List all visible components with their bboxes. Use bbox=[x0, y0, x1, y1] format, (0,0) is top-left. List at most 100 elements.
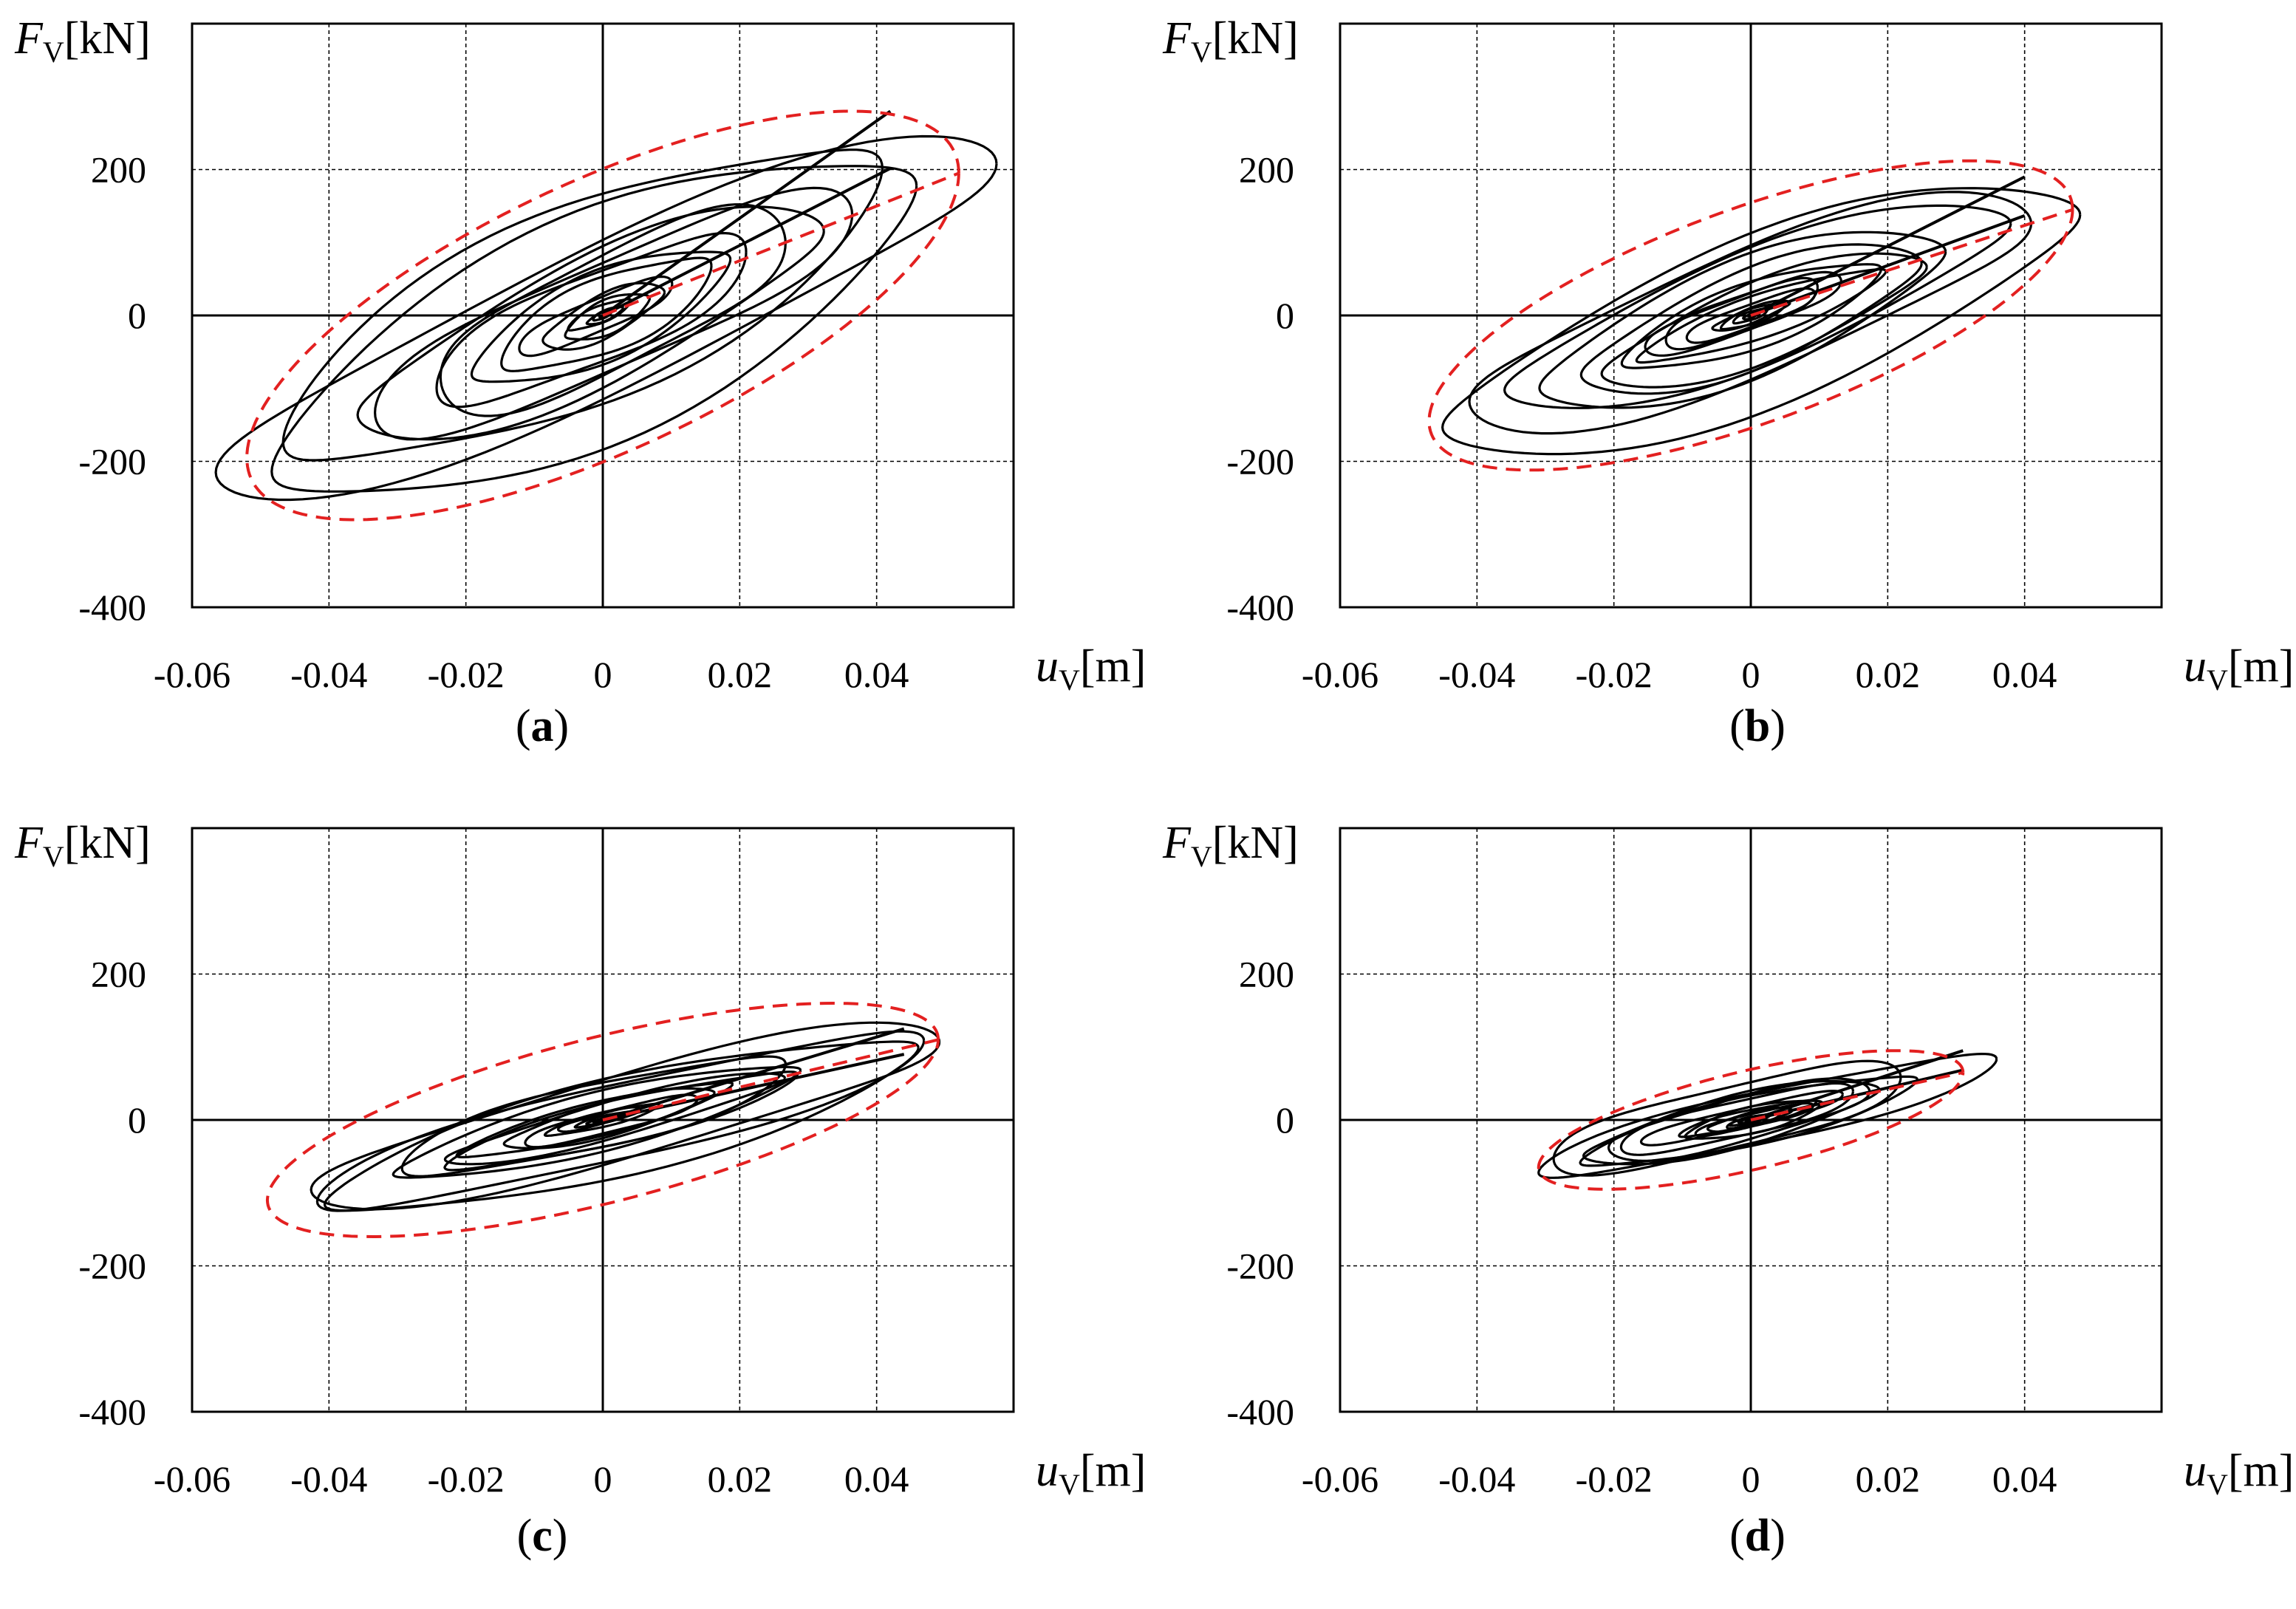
backbone-line-upper bbox=[602, 1027, 905, 1121]
hysteresis-loop bbox=[1579, 243, 1923, 395]
x-axis-var: u bbox=[1036, 1446, 1059, 1496]
caption-a-letter: a bbox=[530, 701, 554, 751]
hysteresis-loop bbox=[500, 256, 713, 372]
hysteresis-series bbox=[1537, 1049, 1998, 1179]
x-tick-label: -0.04 bbox=[290, 1458, 367, 1500]
y-axis-var: F bbox=[1162, 13, 1192, 64]
y-tick-label: 0 bbox=[128, 295, 146, 336]
y-axis-unit: [kN] bbox=[64, 13, 151, 64]
y-tick-label: -400 bbox=[78, 1391, 146, 1432]
hysteresis-loop bbox=[1503, 204, 2012, 409]
x-tick-label: -0.02 bbox=[1576, 1458, 1653, 1500]
hysteresis-loop bbox=[443, 1072, 787, 1166]
y-tick-label: -200 bbox=[78, 441, 146, 482]
y-axis-sub: V bbox=[1191, 35, 1212, 69]
hysteresis-loop bbox=[1639, 1090, 1844, 1147]
plot-frame bbox=[191, 22, 1015, 609]
grid bbox=[192, 828, 1014, 1412]
hysteresis-loop bbox=[1441, 187, 2082, 456]
y-axis-sub: V bbox=[43, 35, 64, 69]
x-axis-sub: V bbox=[2207, 1468, 2228, 1501]
backbone-line-upper bbox=[1750, 175, 2026, 317]
x-tick-label: 0.04 bbox=[844, 1458, 909, 1500]
y-axis-label: FV[kN] bbox=[1162, 818, 1299, 873]
panel-a: 200 0 -200 -400 -0.06 -0.04 -0.02 0 0.02 0.04 FV[k… bbox=[0, 0, 1148, 804]
x-axis-label: uV[m] bbox=[1036, 1446, 1146, 1501]
x-axis-label: uV[m] bbox=[2184, 1446, 2294, 1501]
y-tick-label: -400 bbox=[78, 587, 146, 628]
x-axis-unit: [m] bbox=[2228, 641, 2295, 691]
x-axis-sub: V bbox=[2207, 663, 2228, 697]
hysteresis-loop bbox=[470, 250, 732, 383]
hysteresis-series bbox=[214, 109, 998, 502]
y-tick-label: 200 bbox=[1239, 954, 1294, 995]
hysteresis-loop bbox=[543, 1102, 661, 1137]
x-tick-label: -0.04 bbox=[1438, 654, 1515, 695]
hysteresis-loop bbox=[1732, 307, 1769, 325]
x-axis-var: u bbox=[2184, 1446, 2207, 1496]
y-tick-label: -400 bbox=[1226, 587, 1294, 628]
y-axis-label: FV[kN] bbox=[1162, 13, 1299, 69]
grid bbox=[192, 24, 1014, 607]
grid bbox=[1340, 828, 2162, 1412]
hysteresis-loop bbox=[443, 1070, 799, 1172]
ellipse-diagonal bbox=[602, 1038, 939, 1121]
backbone-line-lower bbox=[602, 167, 892, 317]
x-tick-label: 0.04 bbox=[844, 654, 909, 695]
backbone-line-lower bbox=[602, 1053, 905, 1121]
y-axis-var: F bbox=[1162, 818, 1192, 868]
x-tick-label: -0.04 bbox=[290, 654, 367, 695]
hysteresis-loop bbox=[1538, 230, 1947, 409]
ellipse-series bbox=[1427, 159, 2074, 472]
x-tick-label: 0 bbox=[594, 1458, 612, 1500]
x-tick-label: -0.06 bbox=[1302, 1458, 1378, 1500]
panel-b: 200 0 -200 -400 -0.06 -0.04 -0.02 0 0.02 0.04 FV[k… bbox=[1148, 0, 2296, 804]
x-tick-label: 0.02 bbox=[708, 1458, 773, 1500]
hysteresis-loop bbox=[1685, 287, 1817, 344]
x-axis-unit: [m] bbox=[1080, 1446, 1147, 1496]
x-axis-unit: [m] bbox=[1080, 641, 1147, 691]
y-axis-unit: [kN] bbox=[1212, 13, 1299, 64]
y-tick-label: 0 bbox=[128, 1099, 146, 1141]
hysteresis-loop bbox=[315, 1030, 926, 1212]
hysteresis-loop bbox=[1711, 299, 1791, 332]
x-tick-label: 0 bbox=[1742, 1458, 1760, 1500]
hysteresis-loop bbox=[1684, 1099, 1823, 1140]
plot-frame bbox=[1339, 827, 2163, 1413]
caption-d-letter: d bbox=[1744, 1511, 1771, 1561]
x-axis-unit: [m] bbox=[2228, 1446, 2295, 1496]
y-tick-label: 200 bbox=[91, 149, 146, 191]
hysteresis-series bbox=[310, 1021, 941, 1212]
y-tick-label: -200 bbox=[78, 1246, 146, 1287]
y-tick-label: -200 bbox=[1226, 441, 1294, 482]
x-axis-label: uV[m] bbox=[1036, 641, 1146, 697]
hysteresis-loop bbox=[1620, 263, 1883, 369]
y-axis-var: F bbox=[14, 13, 44, 64]
x-tick-label: -0.04 bbox=[1438, 1458, 1515, 1500]
x-tick-label: -0.06 bbox=[154, 654, 230, 695]
backbone-line-lower bbox=[1750, 214, 2026, 317]
caption-b-letter: b bbox=[1744, 701, 1771, 751]
equivalent-ellipse bbox=[1537, 1049, 1965, 1191]
y-tick-label: 0 bbox=[1276, 1099, 1294, 1141]
x-tick-label: 0.04 bbox=[1992, 1458, 2057, 1500]
y-tick-label: 0 bbox=[1276, 295, 1294, 336]
hysteresis-loop bbox=[435, 232, 748, 409]
ellipse-series bbox=[265, 1001, 940, 1239]
panel-c: 200 0 -200 -400 -0.06 -0.04 -0.02 0 0.02 0.04 FV[k… bbox=[0, 804, 1148, 1609]
hysteresis-loop bbox=[310, 1021, 941, 1211]
y-tick-label: 200 bbox=[91, 954, 146, 995]
hysteresis-loop bbox=[356, 205, 825, 441]
x-tick-label: 0.02 bbox=[1856, 1458, 1921, 1500]
hysteresis-loop bbox=[439, 203, 787, 417]
caption-c: (c) bbox=[516, 1511, 568, 1561]
y-axis-sub: V bbox=[43, 840, 64, 873]
grid bbox=[1340, 24, 2162, 607]
caption-d: (d) bbox=[1729, 1511, 1786, 1561]
x-axis-var: u bbox=[1036, 641, 1059, 691]
x-tick-label: -0.02 bbox=[428, 1458, 505, 1500]
hysteresis-loop bbox=[1537, 1052, 1998, 1179]
